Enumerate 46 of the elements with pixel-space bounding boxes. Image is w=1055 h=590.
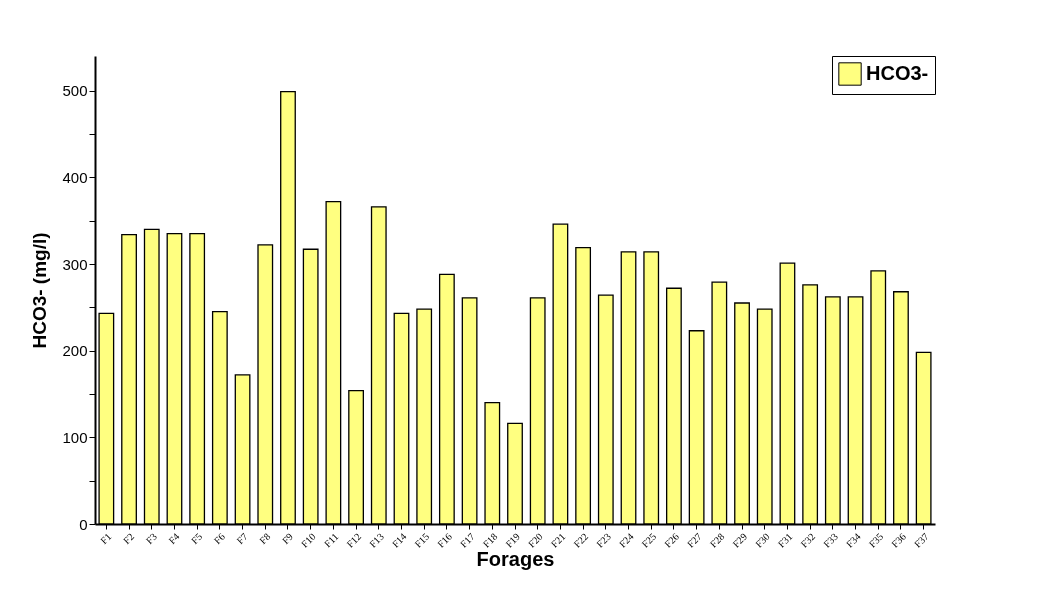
x-tick-label: F35 xyxy=(866,530,886,550)
x-tick-label: F24 xyxy=(616,530,636,550)
x-tick-label: F26 xyxy=(662,530,681,550)
x-tick-label: F17 xyxy=(457,530,477,550)
x-tick-label: F12 xyxy=(344,530,364,550)
x-tick-label: F10 xyxy=(298,530,318,550)
x-tick-label: F15 xyxy=(412,530,432,550)
y-tick-label: 400 xyxy=(62,168,88,186)
x-tick-label: F13 xyxy=(367,530,386,550)
x-tick-label: F7 xyxy=(234,530,250,547)
y-tick-label: 300 xyxy=(62,255,88,273)
x-tick-label: F5 xyxy=(188,530,205,547)
x-tick-label: F32 xyxy=(798,530,818,550)
x-tick-label: F6 xyxy=(211,530,227,547)
y-axis-title: HCO3- (mg/l) xyxy=(29,232,51,349)
x-tick-label: F27 xyxy=(684,530,704,550)
x-tick-label: F21 xyxy=(548,530,568,550)
y-tick-label: 100 xyxy=(62,428,88,446)
x-tick-label: F2 xyxy=(120,530,137,547)
x-tick-label: F30 xyxy=(753,530,772,550)
x-tick-label: F22 xyxy=(571,530,591,550)
x-tick-label: F20 xyxy=(525,530,545,550)
x-tick-label: F11 xyxy=(321,530,341,550)
x-tick-label: F25 xyxy=(639,530,659,550)
legend-label: HCO3- xyxy=(866,62,929,84)
x-tick-label: F29 xyxy=(730,530,750,550)
x-tick-label: F8 xyxy=(257,530,273,547)
x-tick-label: F18 xyxy=(480,530,500,550)
x-tick-label: F19 xyxy=(503,530,523,550)
y-tick-label: 0 xyxy=(79,515,88,533)
x-tick-label: F34 xyxy=(843,530,863,550)
x-tick-label: F23 xyxy=(594,530,613,550)
x-tick-label: F1 xyxy=(98,530,114,547)
x-tick-label: F9 xyxy=(279,530,296,547)
x-tick-label: F28 xyxy=(707,530,727,550)
x-tick-label: F31 xyxy=(775,530,795,550)
x-axis-title: Forages xyxy=(476,547,555,570)
x-tick-label: F14 xyxy=(389,530,409,550)
x-tick-label: F16 xyxy=(435,530,454,550)
x-tick-label: F33 xyxy=(821,530,840,550)
x-tick-label: F4 xyxy=(166,530,182,547)
x-tick-label: F36 xyxy=(889,530,909,550)
y-tick-label: 500 xyxy=(62,82,88,100)
x-tick-label: F37 xyxy=(911,530,931,550)
y-tick-label: 200 xyxy=(62,342,88,360)
x-tick-label: F3 xyxy=(143,530,159,547)
